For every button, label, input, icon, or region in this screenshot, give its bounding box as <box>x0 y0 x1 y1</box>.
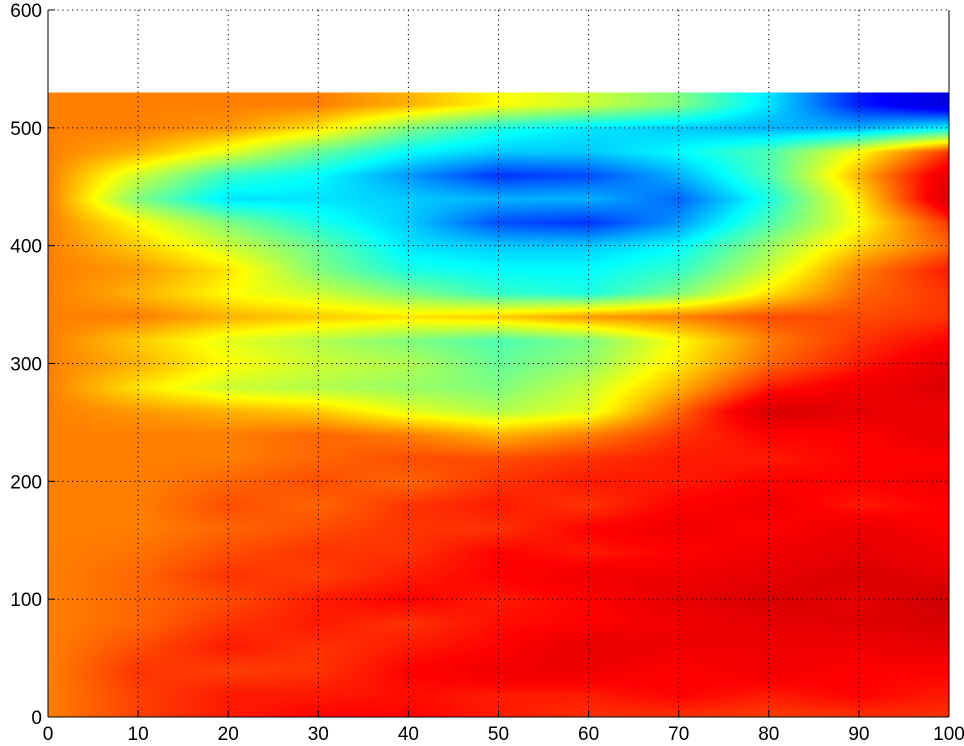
x-tick-label: 30 <box>308 724 329 745</box>
plot-area <box>48 92 949 718</box>
x-tick-label: 0 <box>43 724 54 745</box>
y-tick-label: 200 <box>10 472 42 493</box>
y-tick-label: 600 <box>10 1 42 22</box>
x-tick-label: 100 <box>933 724 964 745</box>
y-tick-label: 400 <box>10 237 42 258</box>
y-tick-label: 500 <box>10 119 42 140</box>
y-tick-label: 0 <box>31 708 42 729</box>
y-axis-tick-labels: 0 100 200 300 400 500 600 <box>10 1 42 729</box>
x-tick-label: 80 <box>758 724 779 745</box>
tick-marks <box>47 9 950 718</box>
x-tick-label: 40 <box>398 724 419 745</box>
x-tick-label: 90 <box>848 724 869 745</box>
heatmap-surface <box>48 92 949 718</box>
x-tick-label: 10 <box>128 724 149 745</box>
y-tick-label: 100 <box>10 590 42 611</box>
x-tick-label: 20 <box>218 724 239 745</box>
x-tick-label: 50 <box>488 724 509 745</box>
y-tick-label: 300 <box>10 355 42 376</box>
x-tick-label: 70 <box>668 724 689 745</box>
x-tick-label: 60 <box>578 724 599 745</box>
x-axis-tick-labels: 0 10 20 30 40 50 60 70 80 90 100 <box>43 724 964 745</box>
